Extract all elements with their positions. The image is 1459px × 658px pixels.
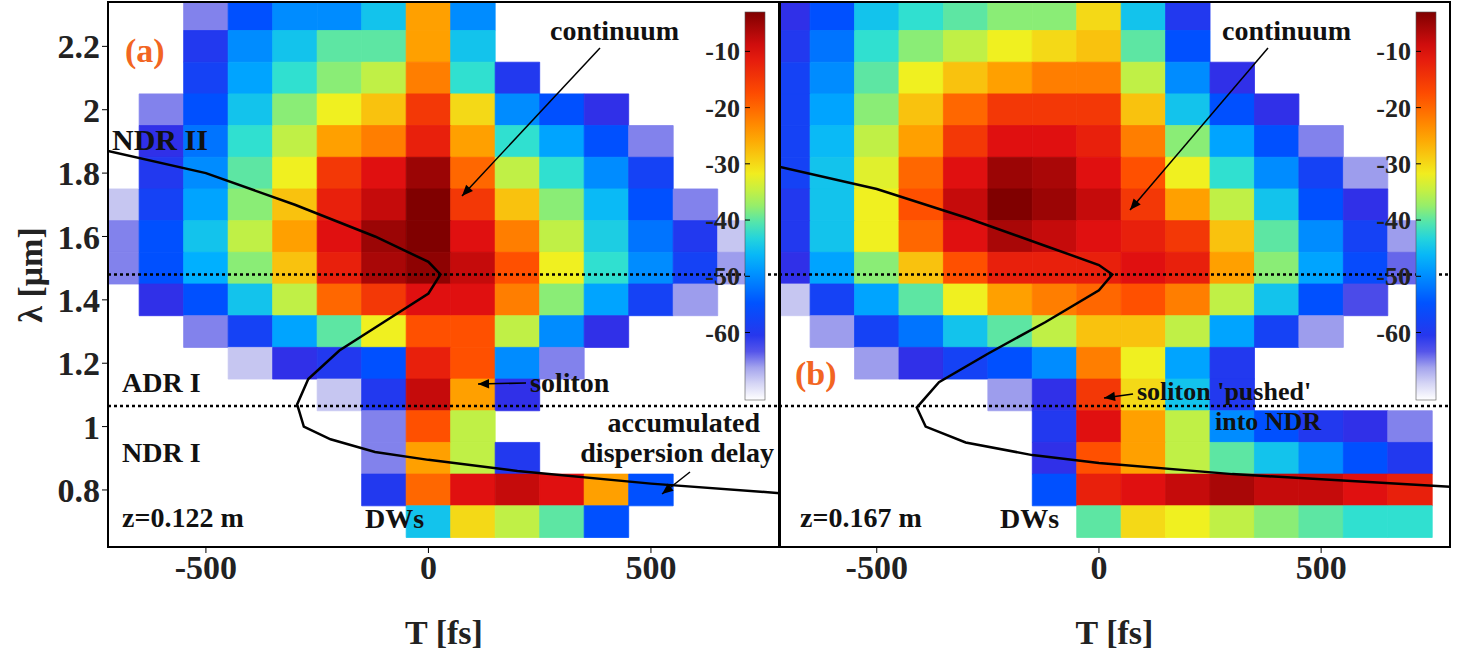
svg-text:-10: -10	[1376, 37, 1411, 66]
svg-text:-20: -20	[705, 94, 740, 123]
svg-text:-30: -30	[1376, 150, 1411, 179]
svg-text:1: 1	[83, 409, 100, 446]
svg-text:-40: -40	[1376, 206, 1411, 235]
svg-text:ADR I: ADR I	[122, 367, 201, 398]
svg-text:1.2: 1.2	[58, 345, 101, 382]
svg-text:(b): (b)	[795, 355, 837, 393]
svg-text:0.8: 0.8	[58, 472, 101, 509]
svg-text:NDR I: NDR I	[122, 437, 201, 468]
svg-text:-30: -30	[705, 150, 740, 179]
svg-text:-40: -40	[705, 206, 740, 235]
svg-text:2: 2	[83, 92, 100, 129]
svg-text:1.8: 1.8	[58, 155, 101, 192]
svg-text:continuum: continuum	[550, 15, 679, 46]
svg-text:soliton: soliton	[530, 367, 610, 398]
svg-text:0: 0	[420, 549, 437, 586]
svg-text:accumulated: accumulated	[608, 407, 761, 438]
svg-text:500: 500	[625, 549, 676, 586]
svg-text:into NDR: into NDR	[1215, 407, 1321, 436]
svg-text:-500: -500	[175, 549, 237, 586]
svg-text:T [fs]: T [fs]	[1076, 614, 1154, 651]
svg-text:continuum: continuum	[1222, 15, 1351, 46]
svg-text:dispersion delay: dispersion delay	[580, 437, 774, 468]
svg-text:1.4: 1.4	[58, 282, 101, 319]
svg-text:soliton 'pushed': soliton 'pushed'	[1137, 377, 1311, 406]
svg-text:0: 0	[1090, 549, 1107, 586]
svg-text:λ [μm]: λ [μm]	[12, 227, 49, 322]
svg-text:T [fs]: T [fs]	[405, 614, 483, 651]
svg-text:1.6: 1.6	[58, 219, 101, 256]
svg-text:-20: -20	[1376, 94, 1411, 123]
svg-text:500: 500	[1296, 549, 1347, 586]
svg-text:-500: -500	[846, 549, 908, 586]
svg-text:z=0.122 m: z=0.122 m	[122, 502, 244, 533]
svg-text:(a): (a)	[125, 32, 165, 70]
svg-text:-50: -50	[705, 262, 740, 291]
svg-text:-50: -50	[1376, 262, 1411, 291]
svg-text:-10: -10	[705, 37, 740, 66]
svg-text:-60: -60	[1376, 319, 1411, 348]
svg-text:NDR II: NDR II	[112, 123, 208, 156]
svg-text:z=0.167 m: z=0.167 m	[800, 502, 922, 533]
svg-text:DWs: DWs	[1000, 503, 1059, 534]
svg-text:2.2: 2.2	[58, 28, 101, 65]
svg-text:DWs: DWs	[365, 503, 424, 534]
svg-text:-60: -60	[705, 319, 740, 348]
